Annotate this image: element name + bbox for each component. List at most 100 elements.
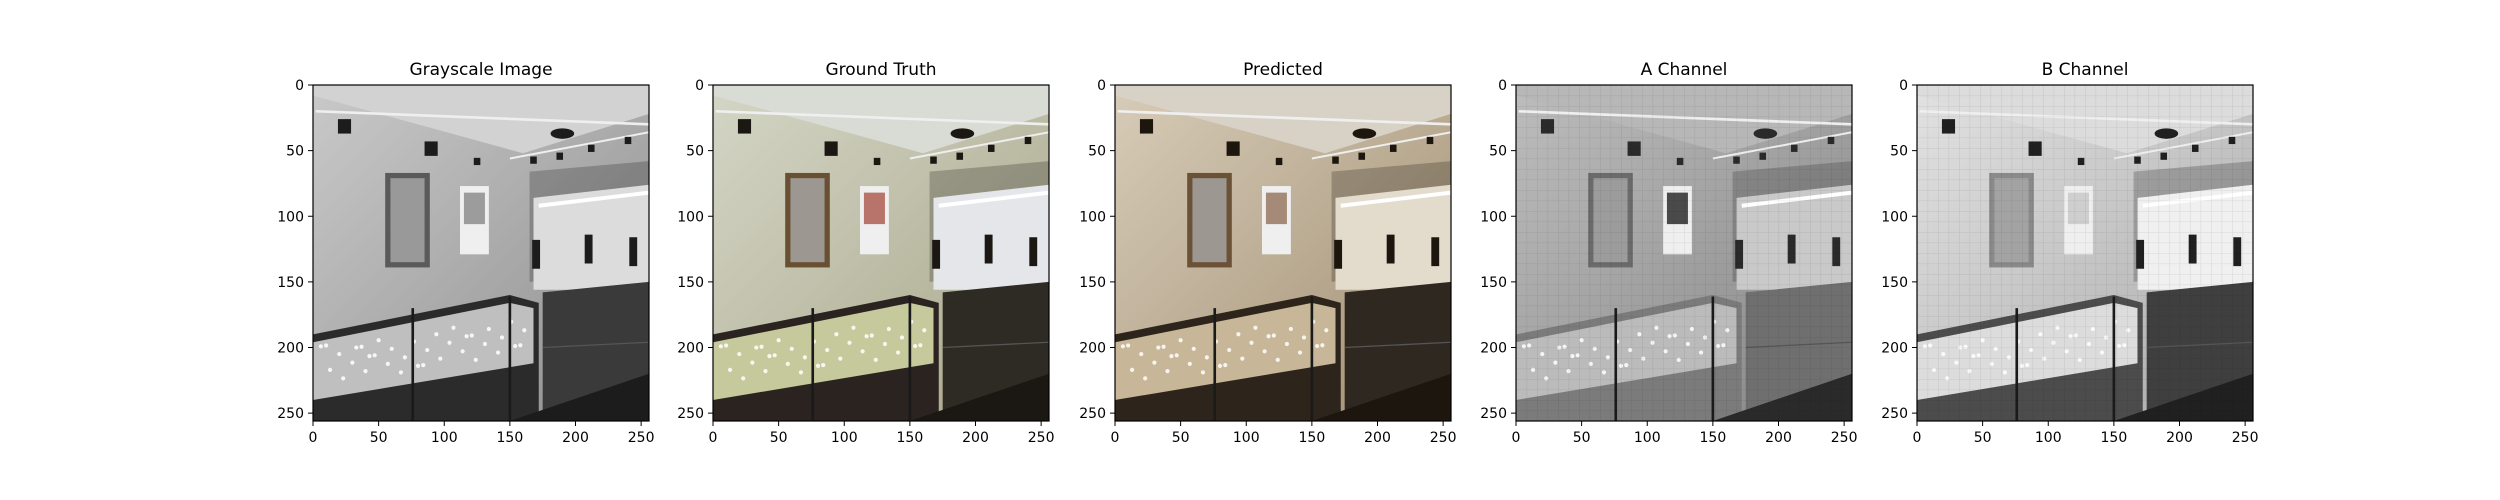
x-tick-label: 50: [1573, 430, 1591, 446]
x-tick-label: 150: [1299, 430, 1326, 446]
scene-jewelry: [899, 335, 905, 340]
scene-jewelry: [363, 369, 368, 374]
scene-jewelry: [789, 346, 794, 351]
scene-jewelry: [421, 362, 426, 368]
scene-spotlight: [1332, 156, 1339, 164]
x-tick-label: 100: [1634, 430, 1661, 446]
x-tick-label: 250: [1028, 430, 1055, 446]
scene-track: [509, 131, 649, 160]
scene-jewelry: [1236, 332, 1241, 337]
scene-jewelry: [1262, 349, 1267, 354]
scene-light-bar: [938, 190, 1049, 208]
scene-jewelry: [821, 362, 826, 368]
panel-title: Ground Truth: [825, 60, 936, 80]
scene-jewelry: [864, 334, 869, 339]
scene-spotlight: [530, 156, 537, 164]
scene-display-glass: [713, 302, 934, 400]
scene-bust: [532, 239, 541, 269]
y-tick-label: 150: [1480, 275, 1507, 291]
y-tick-label: 100: [277, 209, 304, 225]
x-tick-label: 100: [831, 430, 858, 446]
axes-frame: [312, 84, 650, 422]
panel-2: Ground Truth 0 50 100 150 200 250 0 50 100 150 200 2…: [677, 60, 1054, 446]
scene-jewelry: [1178, 338, 1183, 343]
y-tick-label: 0: [1899, 78, 1908, 94]
scene-track: [315, 109, 649, 126]
x-tick-label: 0: [1512, 430, 1521, 446]
y-tick-label: 200: [1079, 341, 1106, 357]
scene-spotlight: [737, 119, 752, 134]
scene-floor: [1311, 373, 1451, 421]
scene-track: [909, 131, 1049, 160]
x-tick-label: 150: [1700, 430, 1727, 446]
scene-jewelry: [1139, 351, 1144, 357]
scene-spotlight: [624, 136, 632, 145]
scene-jewelry: [1169, 353, 1174, 359]
scene-jewelry: [464, 334, 469, 339]
scene-jewelry: [718, 344, 723, 349]
x-tick-label: 200: [562, 430, 589, 446]
panel-1: Grayscale Image 0 50 100 150 200 250 0 50 100 150 2…: [277, 60, 654, 446]
scene-jewelry: [1297, 350, 1303, 355]
scene-floor: [909, 373, 1049, 421]
scene-jewelry: [1161, 344, 1166, 349]
y-tick-label: 200: [677, 341, 704, 357]
scene-jewelry: [451, 325, 456, 330]
y-tick-label: 250: [1881, 406, 1908, 422]
scene-jewelry: [1227, 347, 1232, 353]
scene-spotlight: [873, 157, 881, 166]
scene-spotlight: [337, 119, 352, 134]
scene-jewelry: [460, 349, 465, 354]
scene-spotlight: [824, 141, 838, 156]
scene-jewelry: [354, 345, 359, 350]
scene-jewelry: [1275, 357, 1280, 362]
scene-jewelry: [873, 357, 878, 362]
scene-bust: [1431, 237, 1440, 267]
scene-jewelry: [882, 341, 888, 347]
panel-5: B Channel 0 50 100 150 200 250 0 50 100 150 200 250: [1881, 60, 2258, 446]
x-tick-label: 250: [2232, 430, 2259, 446]
scene-spotlight: [473, 157, 481, 166]
scene-jewelry: [1200, 370, 1206, 375]
scene-jewelry: [895, 350, 901, 355]
scene-jewelry: [851, 325, 856, 330]
scene-jewelry: [869, 333, 874, 338]
y-tick-label: 100: [1480, 209, 1507, 225]
scene-spotlight: [1358, 152, 1366, 160]
scene-bust: [629, 237, 638, 267]
x-tick-label: 200: [1364, 430, 1391, 446]
scene-poster: [463, 192, 485, 225]
panel-image: [713, 85, 1049, 421]
y-tick-label: 250: [277, 406, 304, 422]
x-tick-label: 50: [370, 430, 388, 446]
scene-jewelry: [469, 333, 474, 338]
x-tick-label: 100: [431, 430, 458, 446]
scene-light-bar: [1340, 190, 1451, 208]
scene-display-glass: [313, 302, 534, 400]
x-tick-label: 50: [1172, 430, 1190, 446]
scene-jewelry: [1324, 328, 1329, 333]
scene-jewelry: [1152, 360, 1157, 365]
scene-spotlight: [1139, 119, 1154, 134]
scene-jewelry: [438, 356, 443, 361]
scene-jewelry: [785, 361, 790, 366]
y-tick-label: 250: [677, 406, 704, 422]
y-tick-label: 50: [686, 144, 704, 160]
scene-track: [715, 109, 1049, 126]
scene-jewelry: [724, 343, 729, 348]
scene-jewelry: [834, 332, 839, 337]
panel-3: Predicted 0 50 100 150 200 250 0 50 100 150 200 250: [1079, 60, 1456, 446]
scene-jewelry: [754, 345, 759, 350]
x-tick-label: 0: [309, 430, 318, 446]
scene-jewelry: [802, 355, 807, 360]
scene-poster: [863, 192, 885, 225]
scene-jewelry: [513, 343, 518, 349]
scene-jewelry: [1240, 356, 1245, 361]
scene-jewelry: [759, 344, 764, 349]
x-tick-label: 250: [628, 430, 655, 446]
scene-jewelry: [1191, 346, 1196, 351]
scene-jewelry: [1120, 344, 1125, 349]
axes-frame: [1916, 84, 2254, 422]
scene-spotlight: [1275, 157, 1283, 166]
